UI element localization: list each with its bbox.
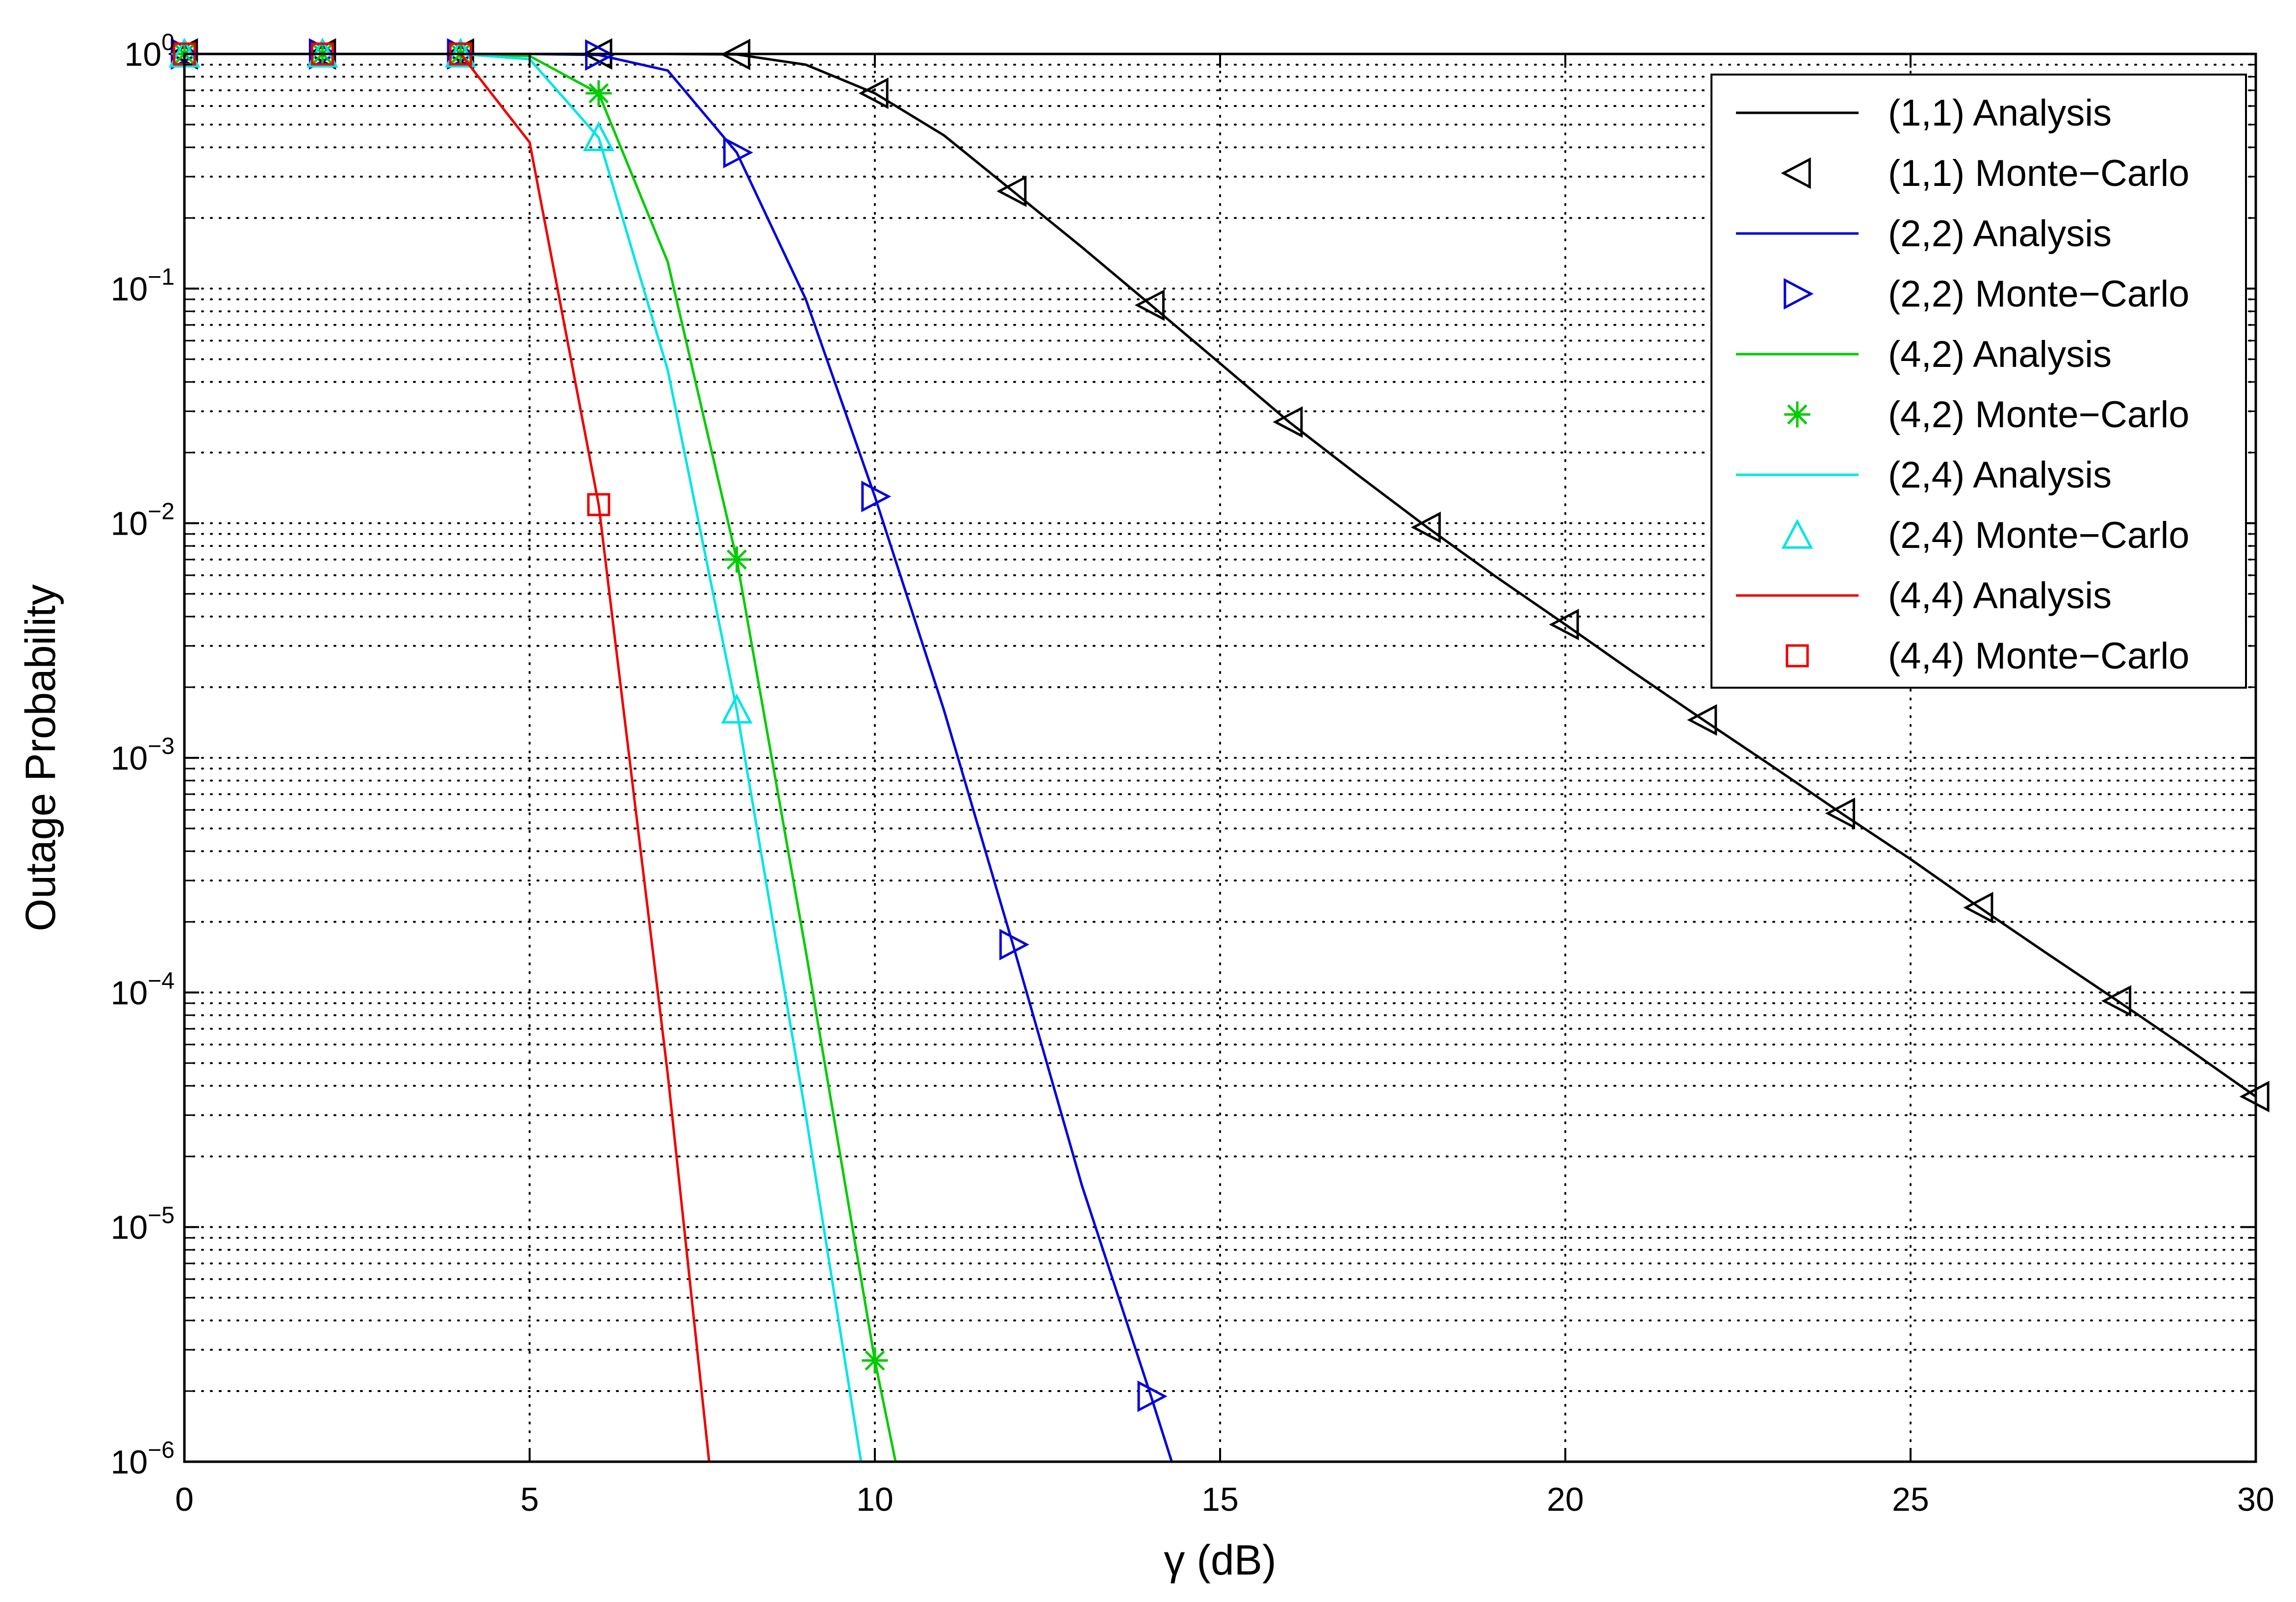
series-7-point [721,693,753,724]
series-5-point [586,80,612,106]
y-tick-label-base: 10 [111,505,148,543]
tick-layer [183,53,2257,1463]
legend-entry: (2,4) Monte−Carlo [1781,515,2190,556]
x-tick-label: 10 [856,1481,893,1518]
legend-entries: (1,1) Analysis (1,1) Monte−Carlo (2,2) Ana… [1736,92,2190,677]
y-tick-label: 10−2 [111,499,175,543]
legend-entry: (4,2) Analysis [1736,334,2112,375]
x-tick-label: 15 [1201,1481,1239,1518]
x-axis-title: γ (dB) [1164,1537,1276,1584]
y-tick-label-base: 10 [111,1209,148,1246]
legend-label: (2,2) Analysis [1888,213,2112,255]
x-tick-label: 5 [520,1481,539,1518]
legend-entry: (2,4) Analysis [1736,454,2112,496]
series-1-point [1687,704,1717,736]
asterisk-stroke [726,549,747,570]
y-tick-label-base: 10 [111,1444,148,1481]
legend-label: (2,4) Monte−Carlo [1888,515,2190,556]
series-3-point [723,136,753,169]
series-3-point [999,929,1029,960]
series-1-point [1963,892,1993,924]
asterisk-stroke [1787,404,1808,425]
legend-label: (4,2) Analysis [1888,334,2112,375]
series-5-point [723,546,750,573]
x-tick-label: 30 [2237,1481,2274,1518]
series-5-point [862,1347,888,1374]
y-axis-title: Outage Probability [17,584,64,931]
y-tick-label: 10−3 [111,733,175,777]
series-1-point [1549,609,1579,641]
legend-entry: (4,4) Monte−Carlo [1786,635,2190,677]
series-1-point [2101,985,2132,1017]
legend-label: (4,4) Analysis [1888,575,2112,617]
y-tick-label-exponent: −2 [148,499,175,525]
x-tick-label: 20 [1547,1481,1584,1518]
legend-label: (1,1) Analysis [1888,92,2112,134]
y-tick-label: 10−1 [111,264,175,308]
legend-label: (4,4) Monte−Carlo [1888,635,2190,677]
x-axis-tick-labels: 0 5 10 15 20 25 30 [175,1481,2274,1518]
y-tick-label-exponent: −3 [148,733,175,759]
y-tick-label-base: 10 [111,740,148,777]
legend-marker-swatch [1784,278,1814,310]
y-tick-label: 10−5 [111,1203,175,1246]
series-1-point [1825,798,1855,829]
legend-box [1710,74,2247,689]
x-tick-label: 25 [1892,1481,1929,1518]
series-2-line [184,54,1173,1462]
y-tick-label-exponent: −4 [148,968,175,994]
legend-marker-swatch [1784,401,1811,428]
legend-label: (2,4) Analysis [1888,454,2112,496]
series-1-point [1273,406,1303,438]
series-1-point [1134,289,1165,321]
legend-marker-swatch [1781,518,1813,549]
series-0-line [184,54,2256,1098]
legend-entry: (4,2) Monte−Carlo [1784,394,2190,436]
legend-entry: (2,2) Analysis [1736,213,2112,255]
series-1-point [996,175,1027,207]
legend-label: (1,1) Monte−Carlo [1888,153,2190,194]
series-9-point [587,493,611,517]
x-tick-label: 0 [175,1481,194,1518]
series-7-point [583,121,614,152]
legend-entry: (2,2) Monte−Carlo [1784,273,2190,315]
series-4-line [184,54,897,1462]
legend-entry: (1,1) Monte−Carlo [1781,153,2190,194]
y-tick-label: 10−4 [111,968,175,1011]
y-tick-label-exponent: 0 [161,29,175,55]
y-tick-label-base: 10 [125,36,162,73]
legend-label: (2,2) Monte−Carlo [1888,273,2190,315]
legend-label: (4,2) Monte−Carlo [1888,394,2190,436]
legend-marker-swatch [1786,644,1809,668]
series-3-point [1137,1380,1168,1412]
series-3-point [861,481,892,513]
grid-layer [183,53,2257,1463]
y-tick-label-exponent: −6 [148,1437,175,1463]
y-tick-label-base: 10 [111,974,148,1011]
legend: (1,1) Analysis (1,1) Monte−Carlo (2,2) Ana… [1710,74,2247,689]
legend-entry: (4,4) Analysis [1736,575,2112,617]
asterisk-stroke [588,83,609,103]
series-1-point [1411,512,1441,543]
legend-marker-swatch [1781,157,1811,189]
series-8-line [184,54,711,1462]
y-tick-label: 10−6 [111,1437,175,1481]
legend-entry: (1,1) Analysis [1736,92,2112,134]
series-1-point [858,77,889,109]
y-tick-label: 100 [125,29,175,73]
y-tick-label-exponent: −5 [148,1203,175,1229]
y-tick-label-exponent: −1 [148,264,175,290]
y-tick-label-base: 10 [111,270,148,308]
asterisk-stroke [865,1350,885,1371]
